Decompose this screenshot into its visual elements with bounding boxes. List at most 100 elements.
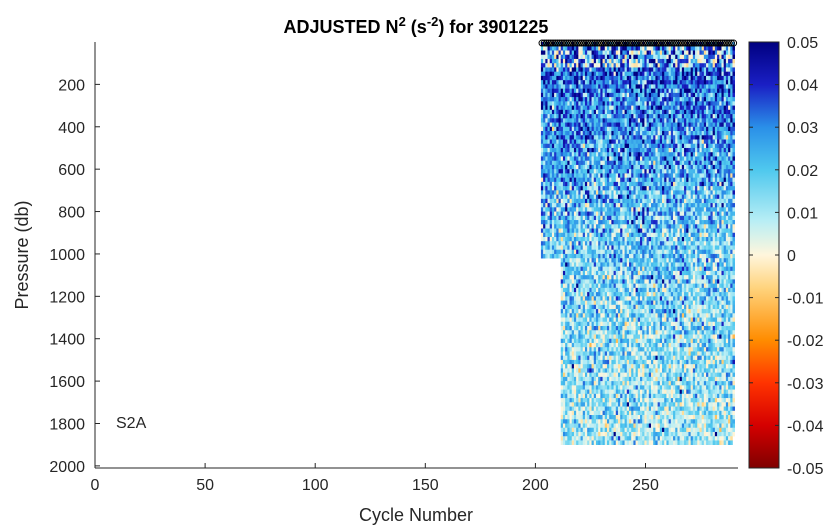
heatmap-cell — [587, 54, 590, 60]
heatmap-cell — [569, 258, 573, 263]
heatmap-cell — [646, 211, 650, 217]
heatmap-cell — [635, 249, 639, 255]
heatmap-cell — [659, 389, 663, 395]
heatmap-cell — [598, 351, 601, 356]
heatmap-cell — [648, 440, 652, 445]
heatmap-cell — [642, 262, 645, 267]
heatmap-cell — [659, 266, 663, 272]
heatmap-cell — [631, 232, 634, 238]
heatmap-cell — [613, 71, 617, 77]
heatmap-cell — [622, 173, 625, 178]
heatmap-cell — [595, 376, 599, 382]
heatmap-cell — [635, 75, 639, 81]
heatmap-cell — [606, 385, 610, 390]
heatmap-cell — [593, 198, 597, 204]
heatmap-cell — [617, 203, 621, 208]
heatmap-cell — [664, 181, 667, 187]
heatmap-cell — [651, 364, 654, 369]
heatmap-cell — [631, 431, 634, 437]
heatmap-cell — [642, 287, 645, 293]
heatmap-cell — [613, 402, 617, 407]
heatmap-cell — [576, 415, 579, 420]
heatmap-cell — [644, 389, 647, 395]
heatmap-cell — [584, 287, 588, 293]
heatmap-cell — [587, 309, 590, 314]
heatmap-cell — [609, 292, 612, 297]
heatmap-cell — [606, 431, 610, 437]
heatmap-cell — [567, 317, 570, 323]
heatmap-cell — [642, 304, 645, 310]
heatmap-cell — [635, 351, 639, 356]
heatmap-cell — [622, 101, 625, 106]
heatmap-cell — [598, 67, 601, 72]
heatmap-cell — [617, 122, 621, 128]
heatmap-cell — [622, 169, 625, 174]
heatmap-cell — [576, 398, 579, 403]
heatmap-cell — [664, 241, 667, 246]
heatmap-cell — [589, 385, 592, 390]
heatmap-cell — [622, 232, 625, 238]
heatmap-cell — [551, 181, 555, 187]
heatmap-cell — [662, 253, 665, 259]
heatmap-cell — [659, 156, 663, 161]
heatmap-cell — [642, 139, 645, 145]
heatmap-cell — [626, 410, 630, 416]
heatmap-cell — [635, 427, 639, 433]
heatmap-cell — [576, 326, 579, 331]
heatmap-cell — [615, 46, 619, 51]
heatmap-cell — [615, 224, 619, 229]
heatmap-cell — [598, 220, 601, 225]
heatmap-cell — [651, 266, 654, 272]
heatmap-cell — [602, 389, 606, 395]
heatmap-cell — [633, 431, 636, 437]
heatmap-cell — [624, 203, 628, 208]
heatmap-cell — [602, 245, 606, 250]
heatmap-cell — [622, 440, 625, 445]
heatmap-cell — [648, 351, 652, 356]
heatmap-cell — [642, 245, 645, 250]
heatmap-cell — [576, 228, 579, 234]
heatmap-cell — [606, 270, 610, 276]
heatmap-cell — [547, 152, 551, 157]
heatmap-cell — [640, 84, 643, 89]
heatmap-cell — [644, 292, 647, 297]
heatmap-cell — [644, 181, 647, 187]
heatmap-cell — [642, 75, 645, 81]
heatmap-cell — [659, 105, 663, 111]
heatmap-cell — [629, 63, 632, 68]
heatmap-cell — [631, 330, 634, 335]
heatmap-cell — [567, 118, 570, 123]
heatmap-cell — [602, 114, 606, 119]
heatmap-cell — [637, 181, 641, 187]
heatmap-cell — [573, 347, 577, 352]
heatmap-cell — [659, 80, 663, 85]
heatmap-cell — [593, 186, 597, 191]
heatmap-cell — [604, 241, 608, 246]
heatmap-cell — [648, 355, 652, 361]
heatmap-cell — [598, 190, 601, 195]
heatmap-cell — [657, 304, 661, 310]
heatmap-cell — [635, 334, 639, 340]
heatmap-cell — [576, 236, 579, 242]
heatmap-cell — [613, 156, 617, 161]
heatmap-cell — [648, 88, 652, 94]
heatmap-cell — [571, 80, 575, 85]
heatmap-cell — [655, 215, 658, 221]
heatmap-cell — [595, 427, 599, 433]
heatmap-cell — [651, 262, 654, 267]
heatmap-cell — [565, 75, 568, 81]
heatmap-cell — [653, 364, 656, 369]
heatmap-cell — [631, 105, 634, 111]
heatmap-cell — [578, 275, 581, 280]
heatmap-cell — [547, 241, 551, 246]
heatmap-cell — [573, 232, 577, 238]
heatmap-cell — [617, 139, 621, 145]
heatmap-cell — [624, 67, 628, 72]
heatmap-cell — [565, 258, 568, 263]
heatmap-cell — [593, 245, 597, 250]
heatmap-cell — [589, 355, 592, 361]
heatmap-cell — [571, 220, 575, 225]
heatmap-cell — [549, 97, 553, 102]
heatmap-cell — [635, 50, 639, 56]
heatmap-cell — [633, 402, 636, 407]
